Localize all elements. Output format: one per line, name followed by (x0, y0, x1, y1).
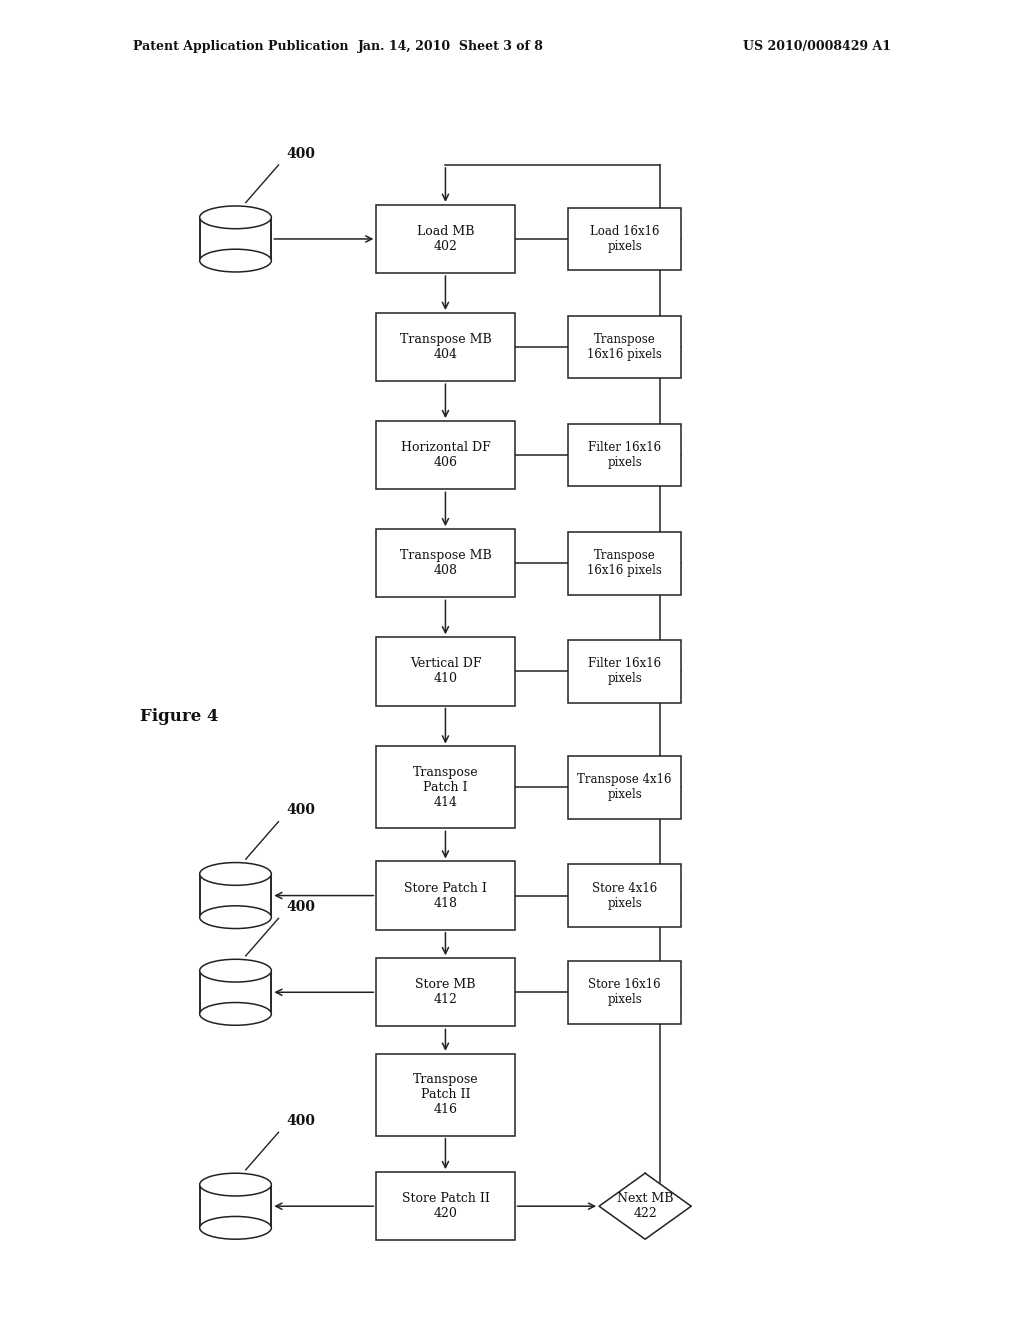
Text: Filter 16x16
pixels: Filter 16x16 pixels (588, 657, 662, 685)
Text: Store Patch II
420: Store Patch II 420 (401, 1192, 489, 1220)
FancyBboxPatch shape (377, 1053, 514, 1135)
Ellipse shape (200, 1217, 271, 1239)
FancyBboxPatch shape (568, 961, 681, 1023)
FancyBboxPatch shape (568, 865, 681, 927)
Text: Transpose
Patch II
416: Transpose Patch II 416 (413, 1073, 478, 1117)
FancyBboxPatch shape (568, 640, 681, 702)
Bar (200, 874, 271, 917)
Text: Vertical DF
410: Vertical DF 410 (410, 657, 481, 685)
Bar (201, 991, 270, 1012)
Ellipse shape (200, 1002, 271, 1026)
Text: Load 16x16
pixels: Load 16x16 pixels (590, 224, 659, 253)
Bar (201, 1205, 270, 1226)
Text: 400: 400 (287, 803, 315, 817)
FancyBboxPatch shape (377, 205, 514, 273)
FancyBboxPatch shape (568, 315, 681, 379)
Ellipse shape (200, 1173, 271, 1196)
Text: Store 4x16
pixels: Store 4x16 pixels (592, 882, 657, 909)
Ellipse shape (200, 206, 271, 228)
Text: Transpose MB
404: Transpose MB 404 (399, 333, 492, 362)
Text: Transpose
16x16 pixels: Transpose 16x16 pixels (587, 549, 663, 577)
Ellipse shape (200, 862, 271, 886)
FancyBboxPatch shape (377, 1172, 514, 1241)
Text: 400: 400 (287, 1114, 315, 1127)
Ellipse shape (200, 960, 271, 982)
Text: Transpose
16x16 pixels: Transpose 16x16 pixels (587, 333, 663, 362)
FancyBboxPatch shape (377, 421, 514, 490)
FancyBboxPatch shape (377, 529, 514, 598)
Text: Jan. 14, 2010  Sheet 3 of 8: Jan. 14, 2010 Sheet 3 of 8 (357, 40, 544, 53)
Text: Store 16x16
pixels: Store 16x16 pixels (589, 978, 660, 1006)
Text: Figure 4: Figure 4 (140, 709, 218, 726)
Text: Patent Application Publication: Patent Application Publication (133, 40, 348, 53)
Text: Filter 16x16
pixels: Filter 16x16 pixels (588, 441, 662, 469)
Text: US 2010/0008429 A1: US 2010/0008429 A1 (742, 40, 891, 53)
Bar (200, 1184, 271, 1228)
FancyBboxPatch shape (377, 638, 514, 705)
Text: Transpose
Patch I
414: Transpose Patch I 414 (413, 766, 478, 809)
Ellipse shape (200, 249, 271, 272)
Text: Transpose MB
408: Transpose MB 408 (399, 549, 492, 577)
FancyBboxPatch shape (568, 532, 681, 594)
Bar (201, 238, 270, 260)
Text: Next MB
422: Next MB 422 (616, 1192, 674, 1220)
Text: 400: 400 (287, 900, 315, 913)
Text: Store Patch I
418: Store Patch I 418 (404, 882, 486, 909)
Text: Store MB
412: Store MB 412 (415, 978, 476, 1006)
Text: Transpose 4x16
pixels: Transpose 4x16 pixels (578, 774, 672, 801)
Text: Load MB
402: Load MB 402 (417, 224, 474, 253)
FancyBboxPatch shape (568, 424, 681, 487)
Polygon shape (599, 1173, 691, 1239)
Ellipse shape (200, 906, 271, 928)
FancyBboxPatch shape (377, 747, 514, 829)
Bar (200, 218, 271, 260)
FancyBboxPatch shape (377, 862, 514, 929)
FancyBboxPatch shape (377, 958, 514, 1027)
Bar (200, 970, 271, 1014)
FancyBboxPatch shape (568, 207, 681, 271)
Text: 400: 400 (287, 147, 315, 161)
FancyBboxPatch shape (377, 313, 514, 381)
Bar (201, 895, 270, 916)
Text: Horizontal DF
406: Horizontal DF 406 (400, 441, 490, 469)
FancyBboxPatch shape (568, 756, 681, 818)
